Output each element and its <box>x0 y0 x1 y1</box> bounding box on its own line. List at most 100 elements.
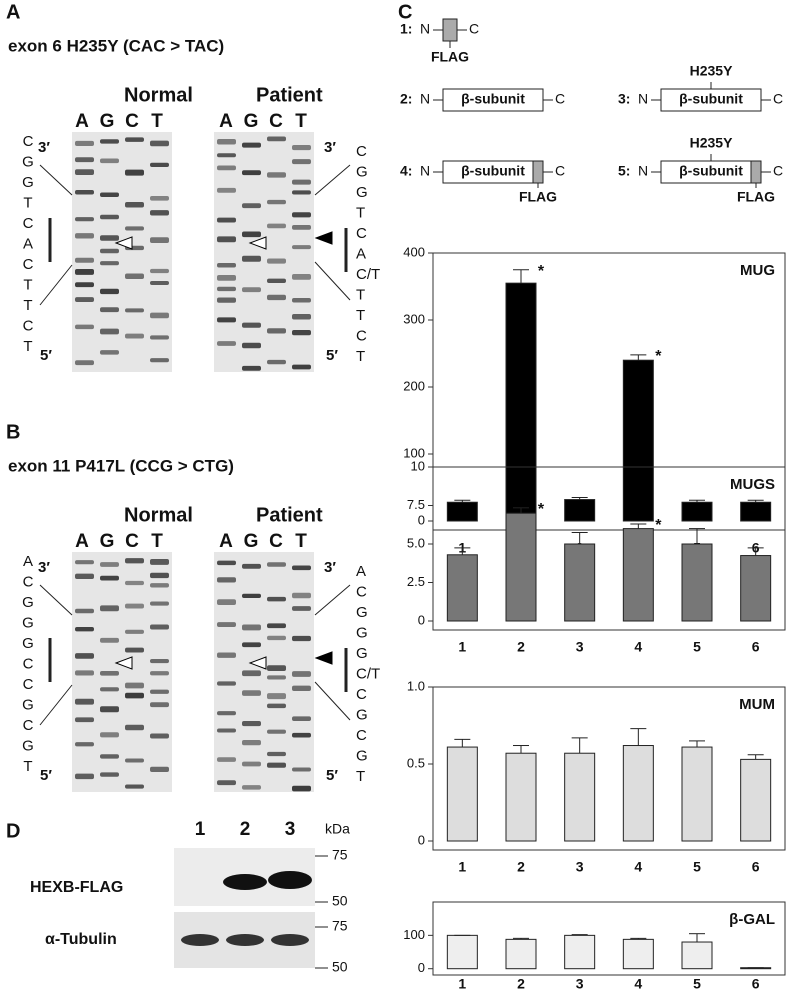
gel-band <box>242 342 261 349</box>
gel-band <box>125 169 144 176</box>
domain-label: β-subunit <box>679 163 743 179</box>
line <box>314 261 351 301</box>
bar <box>564 499 596 522</box>
construct-number: 4: <box>400 163 412 179</box>
mutation-label: H235Y <box>690 135 733 151</box>
y-tick-label: 1.0 <box>407 678 425 693</box>
x-tick-label: 4 <box>634 859 642 875</box>
panel-title: exon 11 P417L (CCG > CTG) <box>8 456 234 475</box>
sequence-letter: G <box>356 163 368 180</box>
gel-band <box>217 153 236 158</box>
gel-band <box>75 670 94 676</box>
panel-label: B <box>6 421 20 443</box>
normal-label: Normal <box>124 504 193 526</box>
marker-label: 75 <box>332 847 348 863</box>
gel-band <box>150 689 169 694</box>
sequence-letter: C <box>23 133 34 150</box>
gel-band <box>292 144 311 151</box>
gel-band <box>292 671 311 677</box>
sequence-letter: C <box>356 225 367 242</box>
gel-band <box>292 314 311 320</box>
gel-band <box>242 690 261 696</box>
gel-band <box>267 294 286 301</box>
blot-band <box>223 874 267 890</box>
line <box>39 164 73 196</box>
gel-band <box>125 333 144 339</box>
x-tick-label: 1 <box>458 976 466 992</box>
sequence-letter: T <box>356 348 365 365</box>
gel-band <box>217 780 236 786</box>
arrowhead <box>314 651 333 665</box>
sequence-letter: A <box>23 553 33 570</box>
n-terminus: N <box>638 91 648 107</box>
x-tick-label: 1 <box>458 639 466 655</box>
y-tick-label: 2.5 <box>407 574 425 589</box>
bar <box>446 934 478 970</box>
lane-label: A <box>75 111 89 132</box>
gel-band <box>100 235 119 241</box>
gel-band <box>267 278 286 284</box>
gel-band <box>100 670 119 676</box>
gel-band <box>100 350 119 355</box>
gel-band <box>267 596 286 602</box>
lane-label: T <box>151 531 163 552</box>
gel-band <box>242 785 261 790</box>
line <box>39 264 73 306</box>
sequence-letter: T <box>23 338 32 355</box>
gel-band <box>217 187 236 193</box>
gel-band <box>292 565 311 571</box>
gel-band <box>217 757 236 762</box>
line <box>314 681 351 721</box>
line <box>314 584 351 616</box>
sequence-letter: T <box>23 276 32 293</box>
gel-band <box>217 599 236 605</box>
gel-band <box>75 233 94 239</box>
gel-band <box>75 698 94 705</box>
c-terminus: C <box>555 163 565 179</box>
gel-band <box>125 682 144 689</box>
lane-label: C <box>269 531 283 552</box>
line <box>39 584 73 616</box>
end-label: 5′ <box>40 347 52 364</box>
sequence-letter: C <box>23 215 34 232</box>
gel-band <box>292 190 311 195</box>
lane-label: 3 <box>285 819 296 840</box>
gel-band <box>267 258 286 264</box>
bar <box>564 752 596 842</box>
sequence-letter: C/T <box>356 266 380 283</box>
gel-band <box>292 785 311 792</box>
lane-label: G <box>244 111 259 132</box>
gel-band <box>242 142 261 148</box>
gel-band <box>75 297 94 302</box>
gel-band <box>100 687 119 692</box>
gel-band <box>242 739 261 746</box>
bar <box>681 501 713 522</box>
gel-band <box>100 307 119 313</box>
gel-band <box>217 165 236 171</box>
gel-band <box>242 322 261 328</box>
gel-band <box>292 685 311 691</box>
sequence-letter: G <box>22 635 34 652</box>
gel-band <box>217 317 236 323</box>
y-tick-label: 100 <box>403 927 425 942</box>
y-tick-label: 7.5 <box>407 497 425 512</box>
construct-number: 2: <box>400 91 412 107</box>
x-tick-label: 5 <box>693 639 701 655</box>
gel-band <box>75 608 94 614</box>
y-tick-label: 300 <box>403 311 425 326</box>
sequence-letter: C <box>356 327 367 344</box>
c-terminus: C <box>773 163 783 179</box>
patient-label: Patient <box>256 504 323 526</box>
row-label: HEXB-FLAG <box>30 879 123 896</box>
significance-mark: * <box>538 501 545 518</box>
gel-band <box>125 647 144 653</box>
gel-band <box>75 560 94 565</box>
arrowhead <box>314 231 333 245</box>
arrowhead <box>248 236 267 250</box>
bar <box>681 941 713 970</box>
significance-mark: * <box>538 263 545 280</box>
bar <box>681 746 713 842</box>
lane-label: 2 <box>240 819 251 840</box>
gel-band <box>292 274 311 280</box>
